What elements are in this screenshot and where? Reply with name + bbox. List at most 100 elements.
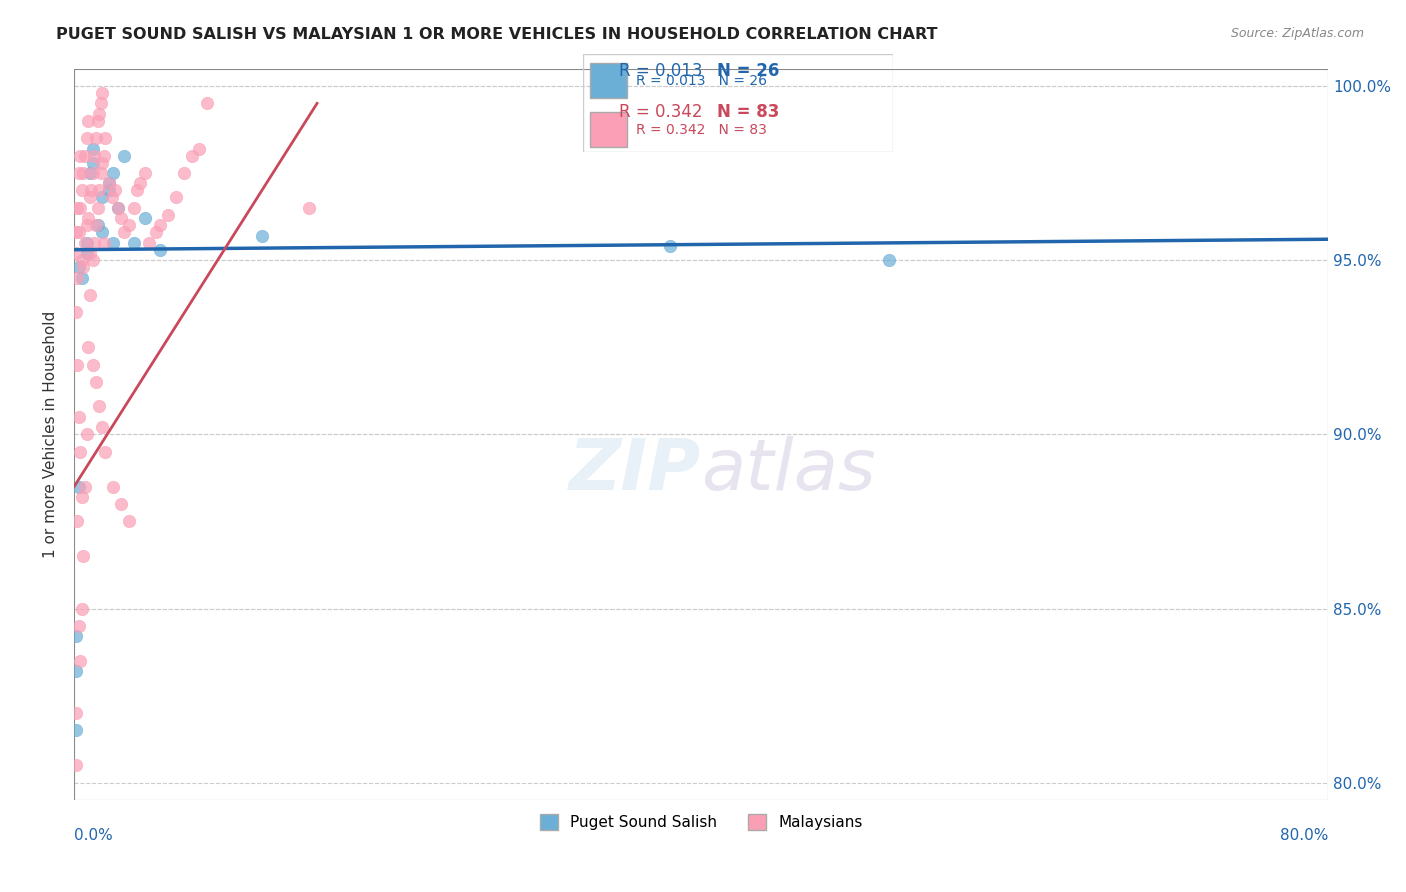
- Text: N = 83: N = 83: [717, 103, 779, 120]
- Point: [86, 113, 108, 128]
- Point: [91, 155, 114, 169]
- Point: [70, 270, 93, 285]
- Point: [77, 113, 100, 128]
- Point: [70, 184, 93, 198]
- Point: [91, 225, 114, 239]
- Point: [79, 190, 101, 204]
- Point: [90, 96, 112, 111]
- Point: [112, 225, 135, 239]
- Point: [103, 166, 125, 180]
- Point: [77, 340, 100, 354]
- Point: [65, 246, 87, 260]
- Point: [93, 235, 115, 250]
- Point: [122, 201, 145, 215]
- Point: [103, 235, 125, 250]
- Point: [83, 235, 105, 250]
- Point: [84, 219, 107, 233]
- Point: [82, 253, 104, 268]
- Point: [76, 427, 98, 442]
- Point: [67, 260, 90, 274]
- Bar: [589, 112, 627, 147]
- Point: [77, 211, 100, 226]
- Point: [97, 177, 120, 191]
- Text: R = 0.013   N = 26: R = 0.013 N = 26: [636, 74, 768, 88]
- Point: [76, 235, 98, 250]
- Point: [97, 184, 120, 198]
- Point: [91, 420, 114, 434]
- Point: [72, 549, 94, 564]
- Point: [70, 253, 93, 268]
- Text: Source: ZipAtlas.com: Source: ZipAtlas.com: [1230, 27, 1364, 40]
- Point: [91, 86, 114, 100]
- Point: [89, 107, 111, 121]
- Y-axis label: 1 or more Vehicles in Household: 1 or more Vehicles in Household: [44, 310, 58, 558]
- Point: [149, 243, 172, 257]
- Point: [93, 148, 115, 162]
- Point: [250, 228, 273, 243]
- Point: [83, 148, 105, 162]
- Point: [69, 201, 91, 215]
- Point: [76, 131, 98, 145]
- Point: [72, 166, 94, 180]
- Point: [65, 758, 87, 772]
- Point: [107, 201, 129, 215]
- Point: [122, 235, 145, 250]
- Point: [75, 480, 97, 494]
- Text: 80.0%: 80.0%: [1279, 828, 1329, 843]
- Point: [91, 190, 114, 204]
- Point: [90, 166, 112, 180]
- Legend: Puget Sound Salish, Malaysians: Puget Sound Salish, Malaysians: [533, 808, 869, 837]
- Point: [82, 166, 104, 180]
- Point: [110, 497, 132, 511]
- Point: [67, 619, 90, 633]
- Point: [70, 601, 93, 615]
- Point: [173, 166, 195, 180]
- Point: [125, 184, 148, 198]
- Point: [118, 219, 141, 233]
- Point: [65, 665, 87, 679]
- Point: [134, 211, 156, 226]
- Text: R = 0.342: R = 0.342: [619, 103, 702, 120]
- Point: [118, 515, 141, 529]
- Point: [100, 190, 122, 204]
- Point: [94, 444, 117, 458]
- Point: [149, 219, 172, 233]
- Point: [84, 131, 107, 145]
- Text: atlas: atlas: [702, 436, 876, 506]
- Point: [65, 723, 87, 738]
- Point: [69, 444, 91, 458]
- Point: [66, 270, 89, 285]
- Point: [75, 148, 97, 162]
- Point: [86, 201, 108, 215]
- Point: [67, 225, 90, 239]
- Point: [134, 166, 156, 180]
- Point: [65, 225, 87, 239]
- Point: [82, 155, 104, 169]
- Bar: [589, 63, 627, 98]
- Point: [89, 184, 111, 198]
- Point: [97, 177, 120, 191]
- Point: [195, 96, 218, 111]
- Point: [70, 490, 93, 504]
- Point: [180, 148, 202, 162]
- Point: [84, 375, 107, 389]
- Point: [298, 201, 321, 215]
- Point: [94, 131, 117, 145]
- Point: [76, 246, 98, 260]
- Point: [65, 706, 87, 720]
- Point: [103, 480, 125, 494]
- Point: [65, 629, 87, 643]
- Point: [112, 148, 135, 162]
- Point: [65, 305, 87, 319]
- Point: [157, 208, 180, 222]
- Point: [66, 358, 89, 372]
- Point: [79, 166, 101, 180]
- Point: [129, 177, 152, 191]
- Point: [107, 201, 129, 215]
- Text: 0.0%: 0.0%: [75, 828, 112, 843]
- Point: [79, 246, 101, 260]
- Point: [66, 515, 89, 529]
- Point: [82, 142, 104, 156]
- Point: [79, 288, 101, 302]
- Point: [165, 190, 187, 204]
